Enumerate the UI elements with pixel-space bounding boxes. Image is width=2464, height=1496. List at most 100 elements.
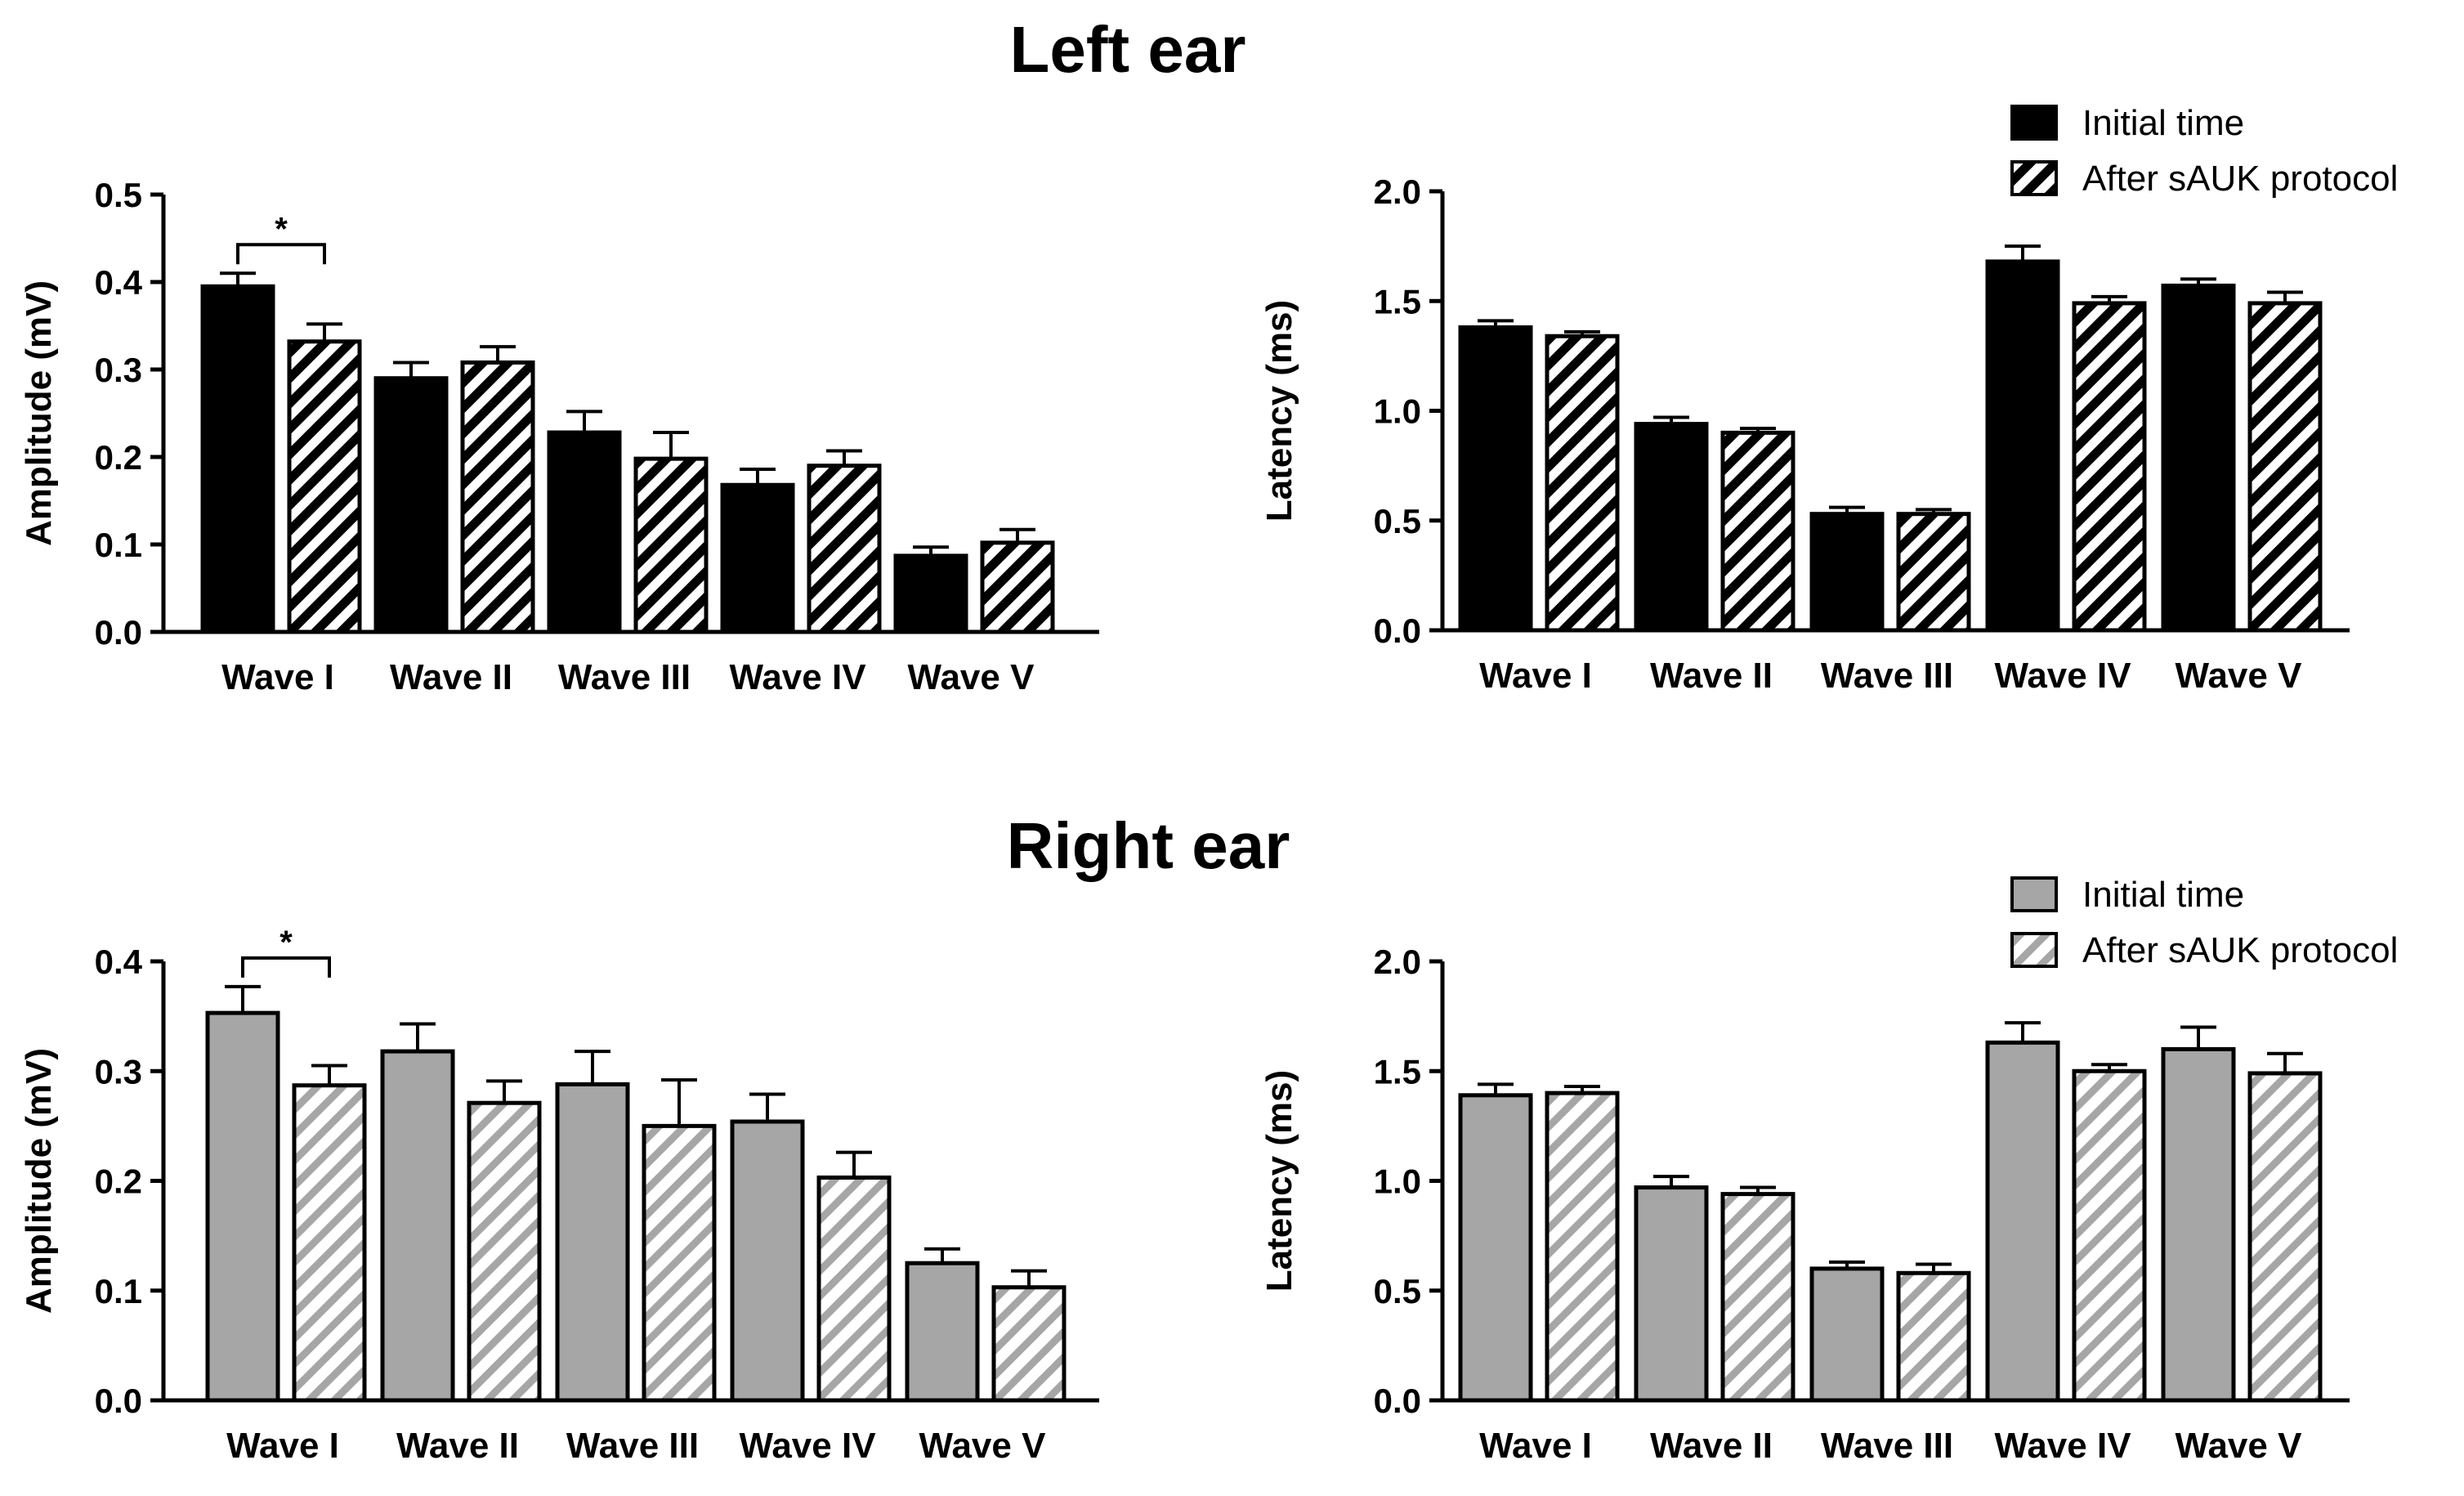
x-tick-label-wave-iv: Wave IV — [729, 657, 866, 697]
bar-after-sauk-protocol-wave-iv — [2072, 301, 2147, 633]
x-tick-label-wave-v: Wave V — [2176, 1426, 2303, 1466]
significance-star: * — [279, 925, 293, 961]
bar-initial-time-wave-iv — [1985, 259, 2060, 633]
legend-right-ear: Initial time After sAUK protocol — [2010, 875, 2398, 970]
bar-initial-time-wave-iii — [1809, 1266, 1885, 1403]
legend-swatch-after-protocol — [2010, 932, 2058, 968]
legend-label-after-protocol: After sAUK protocol — [2082, 159, 2398, 199]
bar-initial-time-wave-i — [1458, 325, 1533, 633]
x-tick-label-wave-i: Wave I — [226, 1426, 339, 1466]
bar-after-sauk-protocol-wave-iv — [807, 464, 882, 634]
bar-initial-time-wave-i — [200, 284, 275, 634]
bar-initial-time-wave-i — [1458, 1093, 1533, 1403]
x-tick-label-wave-ii: Wave II — [396, 1426, 519, 1466]
bar-after-sauk-protocol-wave-v — [2247, 301, 2323, 633]
y-tick-label: 0.0 — [1374, 611, 1421, 650]
bar-initial-time-wave-i — [205, 1010, 280, 1403]
y-tick-label: 0.4 — [95, 263, 143, 302]
x-tick-label-wave-ii: Wave II — [1650, 1426, 1773, 1466]
bar-after-sauk-protocol-wave-ii — [460, 360, 535, 634]
bar-initial-time-wave-v — [893, 553, 968, 634]
y-tick-label: 1.0 — [1374, 392, 1421, 431]
y-axis-title: Latency (ms) — [1259, 300, 1299, 522]
x-tick-label-wave-iii: Wave III — [566, 1426, 699, 1466]
chart-left-amplitude: 0.0 0.1 0.2 0.3 0.4 0.5 Amplitude (mV) Wave I * W… — [19, 176, 1099, 697]
y-tick-label: 0.2 — [95, 1162, 142, 1201]
significance-bracket — [241, 956, 331, 978]
y-tick-label: 2.0 — [1374, 172, 1421, 211]
x-tick-label-wave-v: Wave V — [908, 657, 1035, 697]
y-tick-label: 0.5 — [1374, 1272, 1421, 1310]
bar-initial-time-wave-iii — [1809, 512, 1885, 633]
y-tick-label: 1.0 — [1374, 1162, 1421, 1201]
bar-after-sauk-protocol-wave-i — [1545, 334, 1620, 633]
legend-swatch-initial-time — [2010, 876, 2058, 912]
y-tick-label: 0.1 — [95, 526, 142, 564]
y-tick-label: 0.0 — [1374, 1382, 1421, 1420]
legend-label-initial-time: Initial time — [2082, 875, 2244, 915]
bar-initial-time-wave-iii — [547, 430, 622, 634]
bar-initial-time-wave-ii — [1634, 1185, 1709, 1403]
y-tick-label: 0.2 — [95, 438, 142, 477]
x-tick-label-wave-v: Wave V — [2176, 656, 2303, 696]
y-tick-label: 2.0 — [1374, 943, 1421, 981]
x-tick-label-wave-i: Wave I — [1479, 656, 1592, 696]
bar-initial-time-wave-iv — [720, 482, 795, 634]
section-title-left-ear: Left ear — [1010, 13, 1246, 86]
legend-swatch-initial-time — [2010, 105, 2058, 141]
bar-after-sauk-protocol-wave-iv — [816, 1175, 892, 1403]
y-tick-label: 1.5 — [1374, 1052, 1421, 1091]
chart-right-amplitude: 0.0 0.1 0.2 0.3 0.4 Amplitude (mV) Wave I * Wave… — [19, 925, 1099, 1466]
y-tick-label: 0.5 — [95, 176, 142, 214]
y-tick-label: 0.3 — [95, 1052, 142, 1091]
bar-initial-time-wave-ii — [373, 376, 449, 634]
bar-initial-time-wave-iv — [730, 1119, 805, 1403]
bar-after-sauk-protocol-wave-i — [292, 1083, 367, 1403]
y-tick-label: 0.0 — [95, 1382, 142, 1420]
x-tick-label-wave-v: Wave V — [919, 1426, 1047, 1466]
bar-initial-time-wave-v — [905, 1261, 980, 1403]
bar-after-sauk-protocol-wave-ii — [467, 1100, 542, 1403]
chart-left-latency: 0.0 0.5 1.0 1.5 2.0 Latency (ms) Wave I Wave II… — [1259, 172, 2350, 696]
bar-after-sauk-protocol-wave-iii — [642, 1123, 717, 1403]
legend-left-ear: Initial time After sAUK protocol — [2010, 103, 2398, 199]
x-tick-label-wave-iv: Wave IV — [739, 1426, 876, 1466]
y-tick-label: 0.0 — [95, 613, 142, 652]
bar-after-sauk-protocol-wave-ii — [1720, 1192, 1795, 1403]
x-tick-label-wave-iii: Wave III — [558, 657, 691, 697]
bar-after-sauk-protocol-wave-iii — [1896, 512, 1971, 633]
x-tick-label-wave-iv: Wave IV — [1994, 656, 2131, 696]
y-tick-label: 0.5 — [1374, 502, 1421, 540]
bar-initial-time-wave-iv — [1985, 1040, 2060, 1403]
x-tick-label-wave-iv: Wave IV — [1994, 1426, 2131, 1466]
x-tick-label-wave-ii: Wave II — [390, 657, 512, 697]
bar-initial-time-wave-ii — [380, 1049, 455, 1403]
bar-initial-time-wave-ii — [1634, 422, 1709, 633]
bar-after-sauk-protocol-wave-v — [980, 540, 1055, 634]
bar-after-sauk-protocol-wave-i — [287, 339, 362, 634]
y-tick-label: 0.1 — [95, 1272, 142, 1310]
x-tick-label-wave-iii: Wave III — [1821, 1426, 1953, 1466]
section-title-right-ear: Right ear — [1007, 809, 1290, 882]
y-tick-label: 1.5 — [1374, 282, 1421, 320]
bar-initial-time-wave-v — [2161, 1046, 2236, 1403]
y-axis-title: Amplitude (mV) — [19, 280, 59, 546]
legend-label-initial-time: Initial time — [2082, 103, 2244, 143]
bar-after-sauk-protocol-wave-v — [2247, 1071, 2323, 1403]
significance-star: * — [275, 211, 288, 247]
x-tick-label-wave-ii: Wave II — [1650, 656, 1773, 696]
bar-after-sauk-protocol-wave-i — [1545, 1091, 1620, 1403]
x-tick-label-wave-iii: Wave III — [1821, 656, 1953, 696]
legend-swatch-after-protocol — [2010, 160, 2058, 196]
bar-initial-time-wave-v — [2161, 283, 2236, 633]
y-axis-title: Latency (ms) — [1259, 1070, 1299, 1292]
significance-bracket — [236, 243, 326, 265]
bar-after-sauk-protocol-wave-iii — [633, 456, 709, 634]
bar-after-sauk-protocol-wave-v — [991, 1285, 1067, 1403]
y-axis-title: Amplitude (mV) — [19, 1048, 59, 1314]
x-tick-label-wave-i: Wave I — [1479, 1426, 1592, 1466]
legend-label-after-protocol: After sAUK protocol — [2082, 930, 2398, 970]
bar-after-sauk-protocol-wave-ii — [1720, 430, 1795, 633]
x-tick-label-wave-i: Wave I — [221, 657, 334, 697]
